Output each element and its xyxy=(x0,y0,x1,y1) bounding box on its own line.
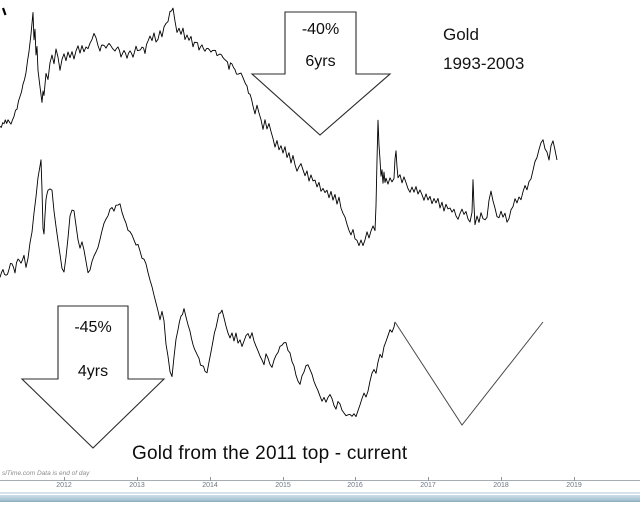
x-axis-label-2017: 2017 xyxy=(420,482,436,489)
x-axis-label-2014: 2014 xyxy=(202,482,218,489)
series-bottom-line xyxy=(0,159,396,418)
x-axis-label-2012: 2012 xyxy=(56,482,72,489)
series-top-line xyxy=(0,7,558,247)
corner-dash xyxy=(1,7,7,16)
x-axis-tick-2012 xyxy=(64,477,65,481)
arrow-top-percent-label: -40% xyxy=(301,21,340,38)
x-axis-tick-2017 xyxy=(428,477,429,481)
x-axis-tick-2014 xyxy=(210,477,211,481)
series-top-label-line1: Gold xyxy=(443,25,479,44)
arrow-bottom-percent-label: -45% xyxy=(74,319,112,336)
x-axis-label-2018: 2018 xyxy=(493,482,509,489)
x-axis-label-2016: 2016 xyxy=(347,482,363,489)
v-projection-line xyxy=(394,321,544,426)
x-axis-label-2013: 2013 xyxy=(129,482,145,489)
arrow-bottom-duration-label: 4yrs xyxy=(77,363,109,380)
series-top-label-line2: 1993-2003 xyxy=(443,54,525,73)
x-axis-line xyxy=(0,480,640,481)
x-axis-label-2015: 2015 xyxy=(275,482,291,489)
down-arrow-bottom-shape xyxy=(20,305,166,449)
arrow-top-duration-label: 6yrs xyxy=(305,53,336,70)
x-axis-tick-2018 xyxy=(501,477,502,481)
down-arrow-top-shape xyxy=(250,11,392,136)
x-axis-tick-2016 xyxy=(355,477,356,481)
x-axis-tick-2019 xyxy=(574,477,575,481)
x-axis-tick-2015 xyxy=(283,477,284,481)
x-axis-tick-2013 xyxy=(137,477,138,481)
watermark-text: slTime.com Data is end of day xyxy=(2,470,90,477)
series-bottom-title: Gold from the 2011 top - current xyxy=(132,443,408,464)
series-top-label: Gold 1993-2003 xyxy=(443,20,524,78)
x-axis-label-2019: 2019 xyxy=(566,482,582,489)
scrollbar-band[interactable] xyxy=(0,495,640,502)
scrollbar-band-light xyxy=(0,492,640,494)
